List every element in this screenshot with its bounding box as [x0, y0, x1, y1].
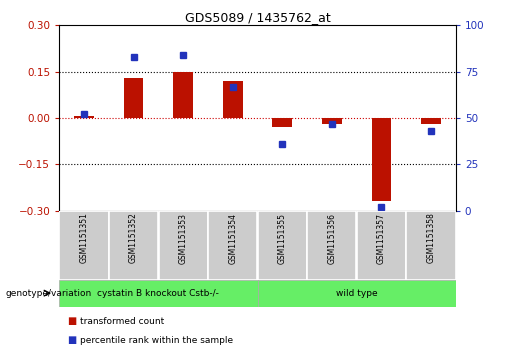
Bar — [159, 211, 208, 280]
Text: ■: ■ — [67, 316, 76, 326]
Text: GSM1151356: GSM1151356 — [328, 213, 336, 264]
Bar — [59, 280, 258, 307]
Bar — [272, 118, 292, 127]
Text: GSM1151357: GSM1151357 — [377, 213, 386, 264]
Bar — [406, 211, 456, 280]
Text: percentile rank within the sample: percentile rank within the sample — [80, 336, 233, 345]
Bar — [223, 81, 243, 118]
Bar — [307, 211, 356, 280]
Bar — [124, 78, 144, 118]
Bar — [74, 117, 94, 118]
Text: GSM1151354: GSM1151354 — [228, 213, 237, 264]
Bar — [258, 280, 456, 307]
Text: GSM1151351: GSM1151351 — [79, 213, 89, 264]
Text: genotype/variation: genotype/variation — [5, 289, 91, 298]
Text: wild type: wild type — [336, 289, 377, 298]
Bar — [371, 118, 391, 201]
Bar — [208, 211, 258, 280]
Text: cystatin B knockout Cstb-/-: cystatin B knockout Cstb-/- — [97, 289, 219, 298]
Bar — [322, 118, 342, 124]
Text: GSM1151355: GSM1151355 — [278, 213, 287, 264]
Text: transformed count: transformed count — [80, 317, 164, 326]
Title: GDS5089 / 1435762_at: GDS5089 / 1435762_at — [184, 11, 331, 24]
Bar — [357, 211, 406, 280]
Text: GSM1151358: GSM1151358 — [426, 213, 436, 264]
Bar — [109, 211, 158, 280]
Bar — [258, 211, 307, 280]
Text: GSM1151352: GSM1151352 — [129, 213, 138, 264]
Bar — [173, 72, 193, 118]
Text: GSM1151353: GSM1151353 — [179, 213, 187, 264]
Bar — [59, 211, 109, 280]
Text: ■: ■ — [67, 335, 76, 346]
Bar — [421, 118, 441, 124]
